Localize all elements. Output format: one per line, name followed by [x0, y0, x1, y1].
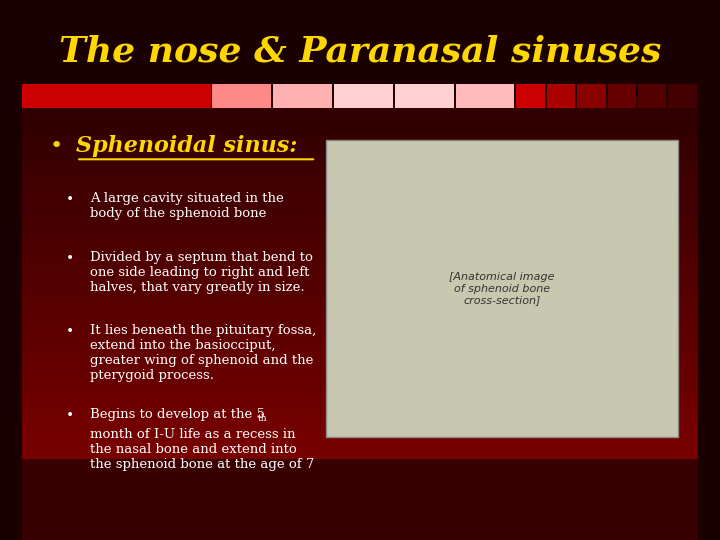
- Bar: [22, 405, 698, 418]
- Bar: [22, 40, 698, 54]
- Bar: [22, 202, 698, 216]
- Bar: [22, 216, 698, 229]
- Text: •: •: [49, 136, 63, 156]
- Bar: [22, 243, 698, 256]
- Text: Begins to develop at the 5: Begins to develop at the 5: [90, 408, 265, 421]
- Bar: [22, 324, 698, 338]
- Bar: [22, 14, 698, 27]
- Text: A large cavity situated in the
body of the sphenoid bone: A large cavity situated in the body of t…: [90, 192, 284, 220]
- Text: [Anatomical image
of sphenoid bone
cross-section]: [Anatomical image of sphenoid bone cross…: [449, 272, 554, 306]
- Bar: [516, 84, 545, 108]
- Bar: [22, 297, 698, 310]
- Bar: [22, 513, 698, 526]
- Bar: [22, 148, 698, 162]
- Bar: [22, 364, 698, 378]
- Bar: [22, 94, 698, 108]
- Bar: [334, 84, 393, 108]
- Bar: [326, 140, 678, 437]
- Bar: [22, 0, 698, 14]
- Bar: [22, 459, 698, 540]
- Bar: [22, 84, 212, 108]
- Text: •: •: [66, 192, 74, 206]
- Text: •: •: [66, 324, 74, 338]
- Bar: [22, 338, 698, 351]
- Text: It lies beneath the pituitary fossa,
extend into the basiocciput,
greater wing o: It lies beneath the pituitary fossa, ext…: [90, 324, 316, 382]
- Text: Sphenoidal sinus:: Sphenoidal sinus:: [76, 135, 298, 157]
- Text: month of I-U life as a recess in
the nasal bone and extend into
the sphenoid bon: month of I-U life as a recess in the nas…: [90, 428, 314, 471]
- Bar: [577, 84, 606, 108]
- Bar: [22, 176, 698, 189]
- Bar: [22, 446, 698, 459]
- Bar: [395, 84, 454, 108]
- Bar: [22, 256, 698, 270]
- Bar: [22, 432, 698, 445]
- Bar: [22, 418, 698, 432]
- Bar: [22, 526, 698, 540]
- Text: The nose & Paranasal sinuses: The nose & Paranasal sinuses: [59, 35, 661, 68]
- Bar: [546, 84, 575, 108]
- Bar: [22, 472, 698, 486]
- Bar: [22, 0, 698, 97]
- Bar: [22, 351, 698, 364]
- Bar: [22, 284, 698, 297]
- Text: •: •: [66, 251, 74, 265]
- Bar: [22, 230, 698, 243]
- Bar: [22, 162, 698, 176]
- Bar: [22, 270, 698, 284]
- Bar: [22, 27, 698, 40]
- Bar: [608, 84, 636, 108]
- Bar: [456, 84, 514, 108]
- Text: th: th: [257, 414, 267, 423]
- Bar: [638, 84, 667, 108]
- Bar: [22, 135, 698, 148]
- Bar: [22, 189, 698, 202]
- Text: •: •: [66, 408, 74, 422]
- Text: Divided by a septum that bend to
one side leading to right and left
halves, that: Divided by a septum that bend to one sid…: [90, 251, 312, 294]
- Bar: [22, 392, 698, 405]
- Bar: [22, 81, 698, 94]
- Bar: [22, 310, 698, 324]
- Bar: [22, 459, 698, 472]
- Bar: [273, 84, 332, 108]
- Bar: [22, 378, 698, 392]
- Bar: [22, 68, 698, 81]
- Bar: [212, 84, 271, 108]
- Bar: [22, 486, 698, 500]
- Bar: [668, 84, 697, 108]
- Bar: [22, 122, 698, 135]
- Bar: [22, 54, 698, 68]
- Bar: [22, 108, 698, 122]
- Bar: [22, 500, 698, 513]
